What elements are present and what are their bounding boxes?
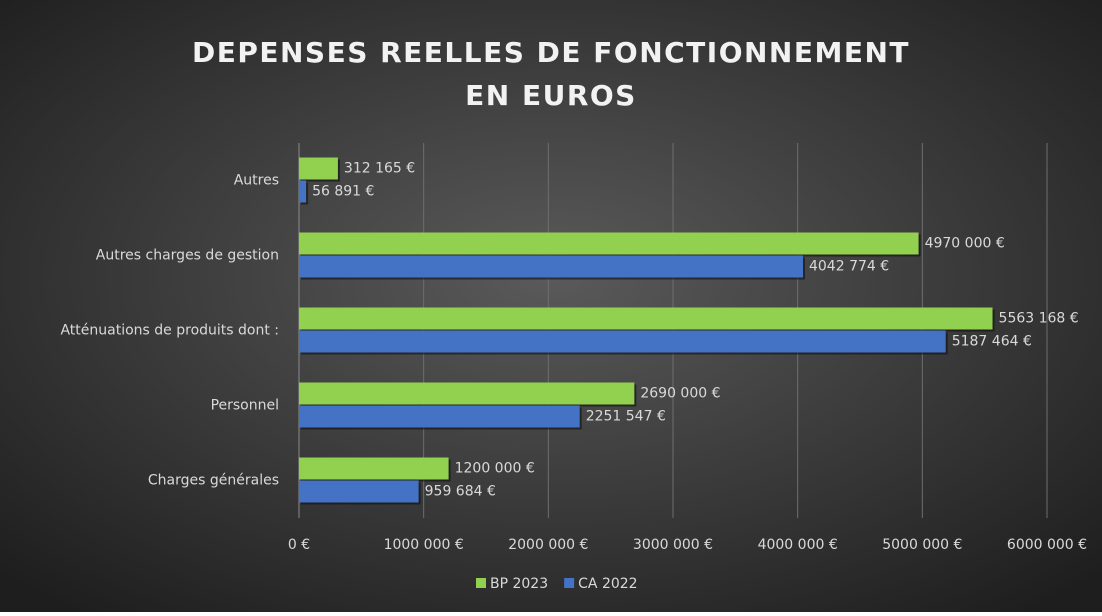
value-label: 2251 547 € [586, 409, 666, 425]
bar [299, 255, 803, 278]
y-tick-label: Personnel [211, 398, 279, 414]
chart-title: EN EUROS [465, 79, 637, 112]
legend-label: CA 2022 [578, 576, 637, 592]
value-label: 2690 000 € [640, 386, 720, 402]
bar [299, 232, 919, 255]
legend-label: BP 2023 [490, 576, 548, 592]
value-label: 959 684 € [425, 484, 496, 500]
x-tick-label: 6000 000 € [1007, 537, 1087, 553]
chart-title: DEPENSES REELLES DE FONCTIONNEMENT [192, 36, 910, 69]
y-tick-label: Charges générales [148, 473, 279, 489]
value-label: 312 165 € [344, 161, 415, 177]
bar [299, 382, 635, 405]
x-tick-label: 5000 000 € [882, 537, 962, 553]
bar [299, 330, 946, 353]
bar [299, 180, 307, 203]
bar [299, 480, 419, 503]
value-label: 4042 774 € [809, 259, 889, 275]
legend-swatch [564, 578, 575, 588]
x-tick-label: 0 € [288, 537, 310, 553]
value-label: 1200 000 € [455, 461, 535, 477]
y-tick-label: Autres [234, 173, 279, 189]
y-tick-label: Atténuations de produits dont : [60, 323, 279, 339]
y-tick-label: Autres charges de gestion [96, 248, 279, 264]
value-label: 56 891 € [312, 184, 374, 200]
value-label: 5187 464 € [952, 334, 1032, 350]
value-label: 4970 000 € [925, 236, 1005, 252]
x-tick-label: 4000 000 € [758, 537, 838, 553]
bar [299, 457, 449, 480]
value-label: 5563 168 € [999, 311, 1079, 327]
bar [299, 157, 338, 180]
x-tick-label: 2000 000 € [508, 537, 588, 553]
x-tick-label: 1000 000 € [384, 537, 464, 553]
x-tick-label: 3000 000 € [633, 537, 713, 553]
legend-swatch [476, 578, 486, 588]
bar [299, 307, 993, 330]
bar [299, 405, 580, 428]
